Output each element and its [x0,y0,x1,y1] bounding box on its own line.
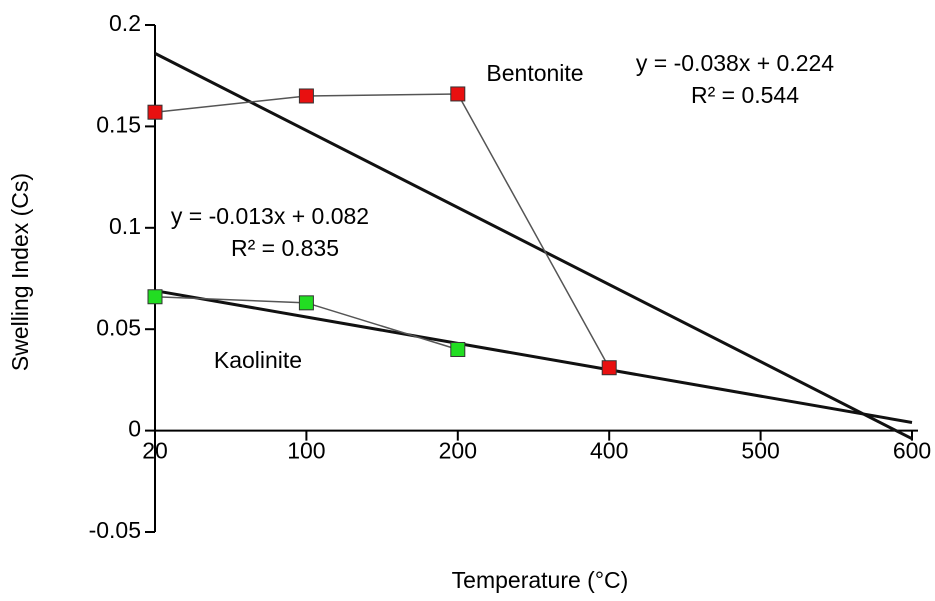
x-tick-label: 200 [439,438,477,464]
series-label: Bentonite [486,60,583,86]
y-tick-label: 0.05 [96,314,141,340]
data-point [450,341,466,357]
data-point [147,104,163,120]
y-axis-label: Swelling Index (Cs) [7,173,33,371]
data-point [147,289,163,305]
trendline [154,52,913,441]
series-label: Kaolinite [214,347,302,373]
x-tick-label: 100 [287,438,325,464]
x-tick-label: 500 [741,438,779,464]
trend-r2: R² = 0.835 [231,235,339,261]
data-point [298,88,314,104]
y-tick-label: 0.15 [96,111,141,137]
data-point [450,86,466,102]
x-tick-label: 400 [590,438,628,464]
y-tick-label: 0 [128,416,141,442]
trend-equation: y = -0.013x + 0.082 [171,203,369,229]
data-line [154,93,610,369]
data-point [601,360,617,376]
x-tick-label: 20 [142,438,168,464]
x-axis-label: Temperature (°C) [452,567,629,593]
x-tick-label: 600 [893,438,931,464]
trend-r2: R² = 0.544 [691,82,799,108]
trend-equation: y = -0.038x + 0.224 [636,50,834,76]
trendline [154,289,913,424]
y-tick-label: -0.05 [89,517,141,543]
y-tick-label: 0.2 [109,10,141,36]
data-point [298,295,314,311]
y-tick-label: 0.1 [109,213,141,239]
